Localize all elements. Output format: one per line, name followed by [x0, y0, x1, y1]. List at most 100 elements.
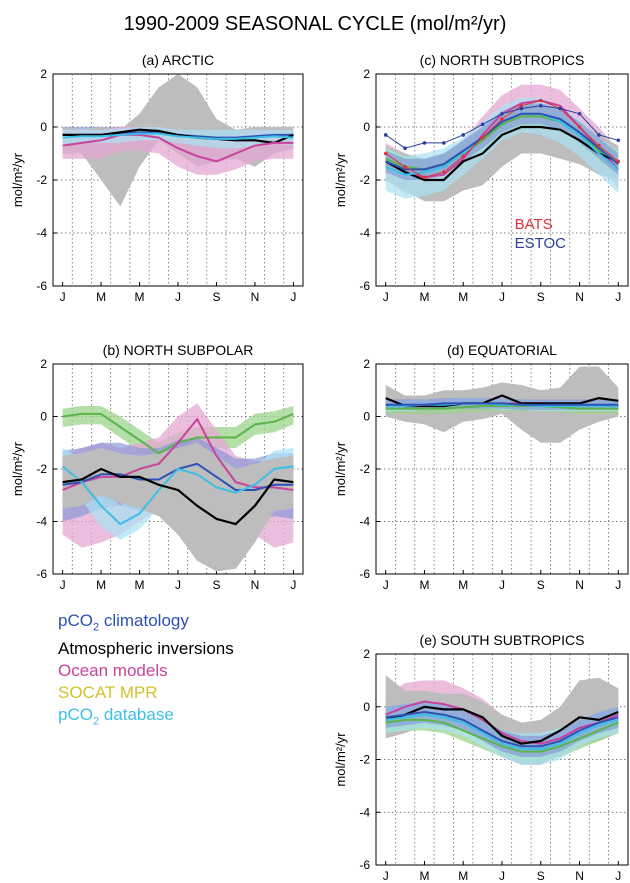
- series-point-bats: [383, 151, 388, 156]
- series-point-estoc: [480, 122, 485, 127]
- x-tick-label: J: [383, 578, 389, 592]
- y-tick-label: 2: [363, 647, 370, 661]
- y-tick-label: -4: [359, 515, 370, 529]
- y-tick-label: 2: [40, 67, 47, 81]
- x-tick-label: M: [419, 578, 429, 592]
- x-tick-label: M: [419, 290, 429, 304]
- y-tick-label: 2: [363, 357, 370, 371]
- x-tick-label: J: [290, 578, 296, 592]
- series-line-socat-mpr: [385, 718, 619, 753]
- x-tick-label: S: [212, 290, 220, 304]
- x-tick-label: J: [615, 869, 621, 883]
- annotation-estoc: ESTOC: [515, 235, 567, 252]
- x-tick-label: J: [60, 578, 66, 592]
- panel-frame: [375, 653, 629, 866]
- x-tick-label: J: [383, 869, 389, 883]
- series-point-estoc: [616, 138, 621, 143]
- y-axis-label: mol/m²/yr: [10, 152, 25, 207]
- x-tick-label: N: [251, 290, 260, 304]
- x-tick-label: J: [175, 578, 181, 592]
- legend-item-socat-mpr: SOCAT MPR: [58, 682, 234, 704]
- series-line-atmospheric-inversions: [62, 467, 294, 526]
- y-axis-label: mol/m²/yr: [333, 441, 348, 496]
- y-tick-label: -6: [36, 567, 47, 581]
- series-line-ocean-models: [385, 700, 619, 745]
- y-tick-label: -2: [36, 173, 47, 187]
- series-point-estoc: [422, 141, 427, 145]
- x-tick-label: S: [212, 578, 220, 592]
- y-tick-label: 0: [363, 700, 370, 714]
- y-tick-label: -6: [359, 279, 370, 293]
- x-tick-label: M: [96, 578, 106, 592]
- x-tick-label: N: [575, 578, 584, 592]
- series-line-pco2-database: [61, 465, 294, 526]
- series-point-bats: [597, 143, 601, 148]
- legend-subscript: 2: [92, 715, 100, 728]
- x-tick-label: M: [135, 290, 145, 304]
- panel-b-north-subpolar: (b) NORTH SUBPOLAR mol/m²/yr 2 0 -2 -4 -6 J M M J S…: [10, 342, 304, 592]
- x-tick-label: S: [537, 578, 545, 592]
- series-line-atmospheric-inversions: [385, 705, 619, 745]
- series-point-bats: [616, 159, 621, 164]
- x-tick-label: M: [458, 869, 468, 883]
- series-line-atmospheric-inversions: [385, 125, 619, 182]
- series-point-estoc: [500, 111, 504, 116]
- y-tick-label: -4: [359, 226, 370, 240]
- x-tick-label: J: [499, 290, 505, 304]
- series-point-bats: [538, 98, 543, 103]
- series-line-ocean-models: [62, 133, 294, 163]
- legend-subscript: 2: [92, 621, 100, 634]
- x-tick-label: N: [251, 578, 260, 592]
- series-point-estoc: [538, 104, 543, 108]
- legend-label: Ocean models: [58, 661, 168, 681]
- panel-frame: [52, 73, 304, 287]
- plot-area: [385, 366, 619, 443]
- y-tick-label: -4: [359, 805, 370, 819]
- series-point-estoc: [577, 111, 582, 116]
- legend-item-pco2-climatology: pCO2 climatology: [58, 610, 234, 638]
- series-point-estoc: [403, 146, 407, 150]
- series-line-atmospheric-inversions: [62, 128, 294, 144]
- panel-a-arctic: (a) ARCTIC mol/m²/yr 2 0 -2 -4 -6 J M M J S N J: [10, 52, 304, 304]
- x-tick-label: J: [499, 869, 505, 883]
- panel-e-south-subtropics: (e) SOUTH SUBTROPICS mol/m²/yr 2 0 -2 -4 -6 J M M…: [333, 632, 629, 883]
- y-tick-label: -2: [359, 173, 370, 187]
- y-axis-label: mol/m²/yr: [10, 441, 25, 496]
- series-line-pco2-database: [62, 132, 294, 140]
- x-tick-label: J: [615, 578, 621, 592]
- x-tick-label: J: [615, 290, 621, 304]
- plot-area: [62, 74, 294, 207]
- series-point-bats: [442, 170, 446, 174]
- figure-title: 1990-2009 SEASONAL CYCLE (mol/m²/yr): [124, 13, 507, 35]
- series-line-ocean-models: [62, 418, 294, 491]
- legend-item-atmospheric-inversions: Atmospheric inversions: [58, 638, 234, 660]
- series-point-estoc: [383, 133, 388, 137]
- series-point-bats: [519, 104, 524, 108]
- legend-label: Atmospheric inversions: [58, 639, 234, 659]
- y-tick-label: -2: [36, 462, 47, 476]
- x-tick-label: N: [575, 869, 584, 883]
- x-tick-label: M: [458, 290, 468, 304]
- series-line-pco2-database: [385, 713, 619, 750]
- y-tick-label: -2: [359, 753, 370, 767]
- x-tick-label: J: [175, 290, 181, 304]
- y-tick-label: -6: [36, 279, 47, 293]
- panel-c-north-subtropics: (c) NORTH SUBTROPICS mol/m²/yr 2 0 -2 -4 -6 J M M…: [333, 52, 629, 304]
- series-point-estoc: [597, 133, 601, 137]
- panel-frame: [375, 73, 629, 287]
- plot-area: [383, 84, 621, 202]
- series-point-estoc: [519, 106, 524, 111]
- series-point-estoc: [558, 106, 562, 111]
- y-tick-label: -4: [36, 226, 47, 240]
- x-tick-label: S: [537, 290, 545, 304]
- x-tick-label: J: [383, 290, 389, 304]
- panel-title: (e) SOUTH SUBTROPICS: [420, 632, 585, 648]
- panel-title: (b) NORTH SUBPOLAR: [103, 342, 254, 358]
- x-tick-label: M: [96, 290, 106, 304]
- legend-label: pCO: [58, 705, 93, 725]
- plot-area: [385, 675, 619, 765]
- x-tick-label: S: [537, 869, 545, 883]
- series-line-atmospheric-inversions: [385, 394, 619, 408]
